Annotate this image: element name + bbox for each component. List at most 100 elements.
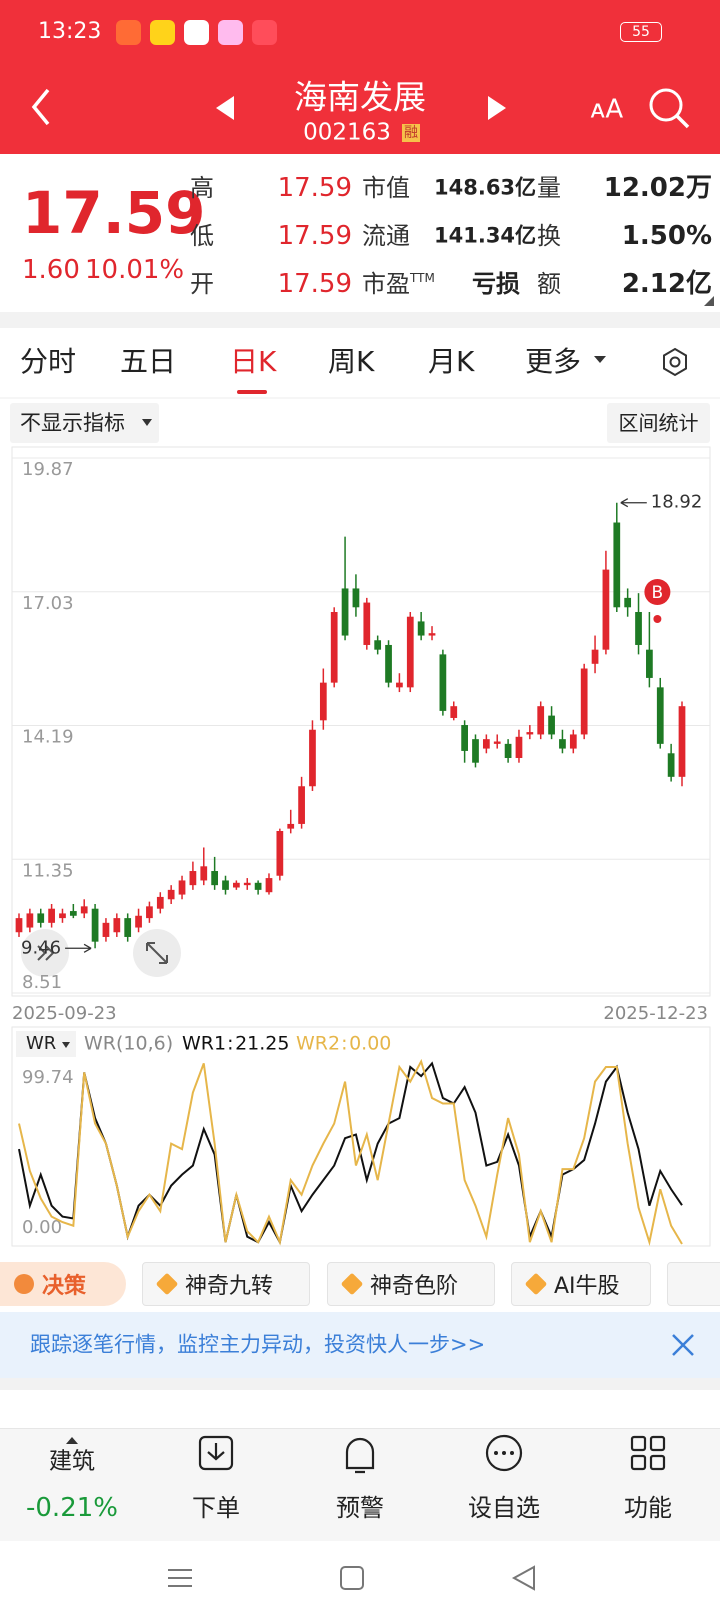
prev-icon[interactable] xyxy=(216,96,234,120)
kline-frame xyxy=(11,446,711,997)
y-tick-label: 0.00 xyxy=(22,1217,62,1238)
feature-button[interactable] xyxy=(667,1262,720,1306)
stock-name: 海南发展 xyxy=(294,77,426,117)
price: 17.59 xyxy=(22,179,206,247)
candle-body xyxy=(211,871,219,886)
watchlist-icon xyxy=(502,1451,506,1455)
tab[interactable]: 日K xyxy=(230,345,277,378)
candle-body xyxy=(319,682,327,721)
battery-level: 55 xyxy=(632,24,650,40)
banner-close xyxy=(672,1334,694,1356)
candle-body xyxy=(537,706,545,735)
feature-icon xyxy=(14,1274,34,1294)
next-icon[interactable] xyxy=(488,96,506,120)
tab[interactable]: 周K xyxy=(328,345,375,378)
nav-label[interactable]: 预警 xyxy=(336,1494,384,1522)
battery: 55 xyxy=(620,22,662,42)
y-tick-label: 8.51 xyxy=(22,972,62,993)
back-icon[interactable] xyxy=(31,88,50,126)
y-tick-label: 17.03 xyxy=(22,593,74,614)
candle-body xyxy=(602,569,610,650)
y-tick-label: 14.19 xyxy=(22,727,74,748)
selector-arrow xyxy=(142,419,152,426)
min-arrow xyxy=(65,943,92,953)
candle-body xyxy=(515,736,523,758)
function-icon[interactable] xyxy=(630,1435,647,1452)
wr-frame xyxy=(11,1026,711,1247)
legend-name: WR1 xyxy=(182,1033,226,1055)
field-value: 148.63亿 xyxy=(434,175,537,200)
settings-icon[interactable] xyxy=(663,347,687,377)
feature-label: 决策 xyxy=(42,1274,87,1299)
dropdown-arrow xyxy=(62,1042,70,1048)
range-stats[interactable]: 区间统计 xyxy=(607,403,710,443)
feature-button[interactable]: AI牛股 xyxy=(511,1262,651,1306)
nav-label[interactable]: 功能 xyxy=(624,1494,672,1522)
candle-body xyxy=(613,522,621,608)
tab-underline xyxy=(237,390,267,394)
indicator-selector[interactable]: 不显示指标 xyxy=(10,403,159,443)
candle-body xyxy=(80,906,88,914)
signal-label: B xyxy=(652,583,664,603)
tab[interactable]: 月K xyxy=(428,345,475,378)
candle-body xyxy=(559,739,566,749)
back-key[interactable] xyxy=(511,1565,535,1591)
header-icons: ᴀA xyxy=(31,88,690,129)
candle-body xyxy=(298,786,305,824)
order-icon[interactable] xyxy=(198,1435,234,1471)
feature-button[interactable]: 神奇九转 xyxy=(142,1262,310,1306)
app-icon xyxy=(252,20,277,45)
candle-body xyxy=(396,682,403,688)
field-label: 量 xyxy=(537,174,561,202)
signal-badge xyxy=(644,579,671,606)
candle-body xyxy=(450,706,458,718)
margin-badge: 融 xyxy=(402,124,420,142)
close-icon[interactable] xyxy=(672,1334,694,1356)
candle-body xyxy=(482,739,490,749)
wr-line xyxy=(18,1058,683,1247)
candle-body xyxy=(189,871,197,886)
change-pct: 10.01% xyxy=(85,255,185,285)
search-icon[interactable] xyxy=(649,88,683,122)
field-value: 141.34亿 xyxy=(434,223,537,248)
charts: WR WR(10,6) 19.87 17.03 14.19 11.35 8.51 2025… xyxy=(11,446,711,1247)
field-value: 17.59 xyxy=(277,269,352,299)
candle-body xyxy=(102,922,110,937)
candle-body xyxy=(472,739,479,763)
watchlist-icon[interactable] xyxy=(485,1434,523,1472)
nav-label[interactable]: 下单 xyxy=(192,1494,240,1522)
candle-body xyxy=(330,612,338,683)
home-key[interactable] xyxy=(340,1566,364,1590)
candle-body xyxy=(178,880,186,895)
field-value: 17.59 xyxy=(277,221,352,251)
candle-body xyxy=(222,880,229,890)
tab[interactable]: 分时 xyxy=(20,345,77,378)
field-value: 1.50% xyxy=(621,221,712,251)
banner[interactable] xyxy=(0,1312,720,1378)
candle-body xyxy=(678,706,686,777)
separator xyxy=(0,1378,720,1390)
tab[interactable]: 更多 xyxy=(525,345,582,378)
nav-label[interactable]: 设自选 xyxy=(468,1494,540,1522)
candle-body xyxy=(124,918,132,937)
legend-sep: : xyxy=(227,1033,233,1055)
candle-body xyxy=(309,729,316,787)
max-arrow xyxy=(620,498,647,508)
sector-change: -0.21% xyxy=(26,1493,118,1523)
menu-key[interactable] xyxy=(168,1569,192,1587)
status-time: 13:23 xyxy=(38,19,102,44)
feature-button[interactable]: 神奇色阶 xyxy=(327,1262,495,1306)
field-label: 额 xyxy=(537,270,561,298)
field-label: 市盈TTM xyxy=(362,270,435,298)
font-size-icon[interactable]: ᴀA xyxy=(590,95,623,125)
alert-icon[interactable] xyxy=(345,1437,375,1474)
tab[interactable]: 五日 xyxy=(120,345,177,378)
function-icon xyxy=(649,1435,666,1452)
field-label-sup: TTM xyxy=(410,271,435,285)
y-tick-label: 19.87 xyxy=(22,459,74,480)
wr-params: WR(10,6) xyxy=(84,1033,173,1055)
candle-body xyxy=(59,913,66,919)
decision-pill[interactable]: 决策 xyxy=(0,1262,126,1306)
